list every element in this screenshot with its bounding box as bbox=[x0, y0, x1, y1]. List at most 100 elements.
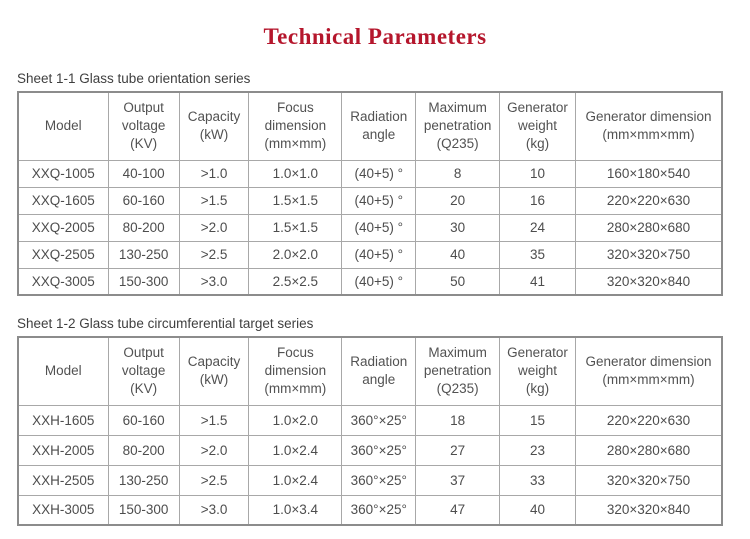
cell: 360°×25° bbox=[341, 494, 417, 526]
table-row: XXQ-2505 130-250 >2.5 2.0×2.0 (40+5) ° 40 35 32… bbox=[17, 240, 723, 269]
cell: (40+5) ° bbox=[341, 267, 417, 296]
table-row: XXH-2505 130-250 >2.5 1.0×2.4 360°×25° 37 33 32… bbox=[17, 464, 723, 496]
cell: 2.0×2.0 bbox=[248, 240, 343, 269]
cell: 1.5×1.5 bbox=[248, 213, 343, 242]
cell: >1.5 bbox=[178, 186, 250, 215]
column-header: Radiation angle bbox=[341, 91, 417, 161]
column-header: Generator weight (kg) bbox=[498, 336, 577, 406]
cell: (40+5) ° bbox=[341, 186, 417, 215]
cell: 37 bbox=[415, 464, 500, 496]
cell: (40+5) ° bbox=[341, 240, 417, 269]
cell: 280×280×680 bbox=[575, 434, 723, 466]
cell: 33 bbox=[498, 464, 577, 496]
cell: 2.5×2.5 bbox=[248, 267, 343, 296]
table-row: XXQ-1005 40-100 >1.0 1.0×1.0 (40+5) ° 8 10 160×… bbox=[17, 159, 723, 188]
cell: 220×220×630 bbox=[575, 186, 723, 215]
cell: 150-300 bbox=[107, 267, 180, 296]
column-header: Capacity (kW) bbox=[178, 91, 250, 161]
cell: 10 bbox=[498, 159, 577, 188]
cell: XXQ-1005 bbox=[17, 159, 109, 188]
cell: >1.0 bbox=[178, 159, 250, 188]
cell: 130-250 bbox=[107, 464, 180, 496]
table-row: XXH-1605 60-160 >1.5 1.0×2.0 360°×25° 18 15 220… bbox=[17, 404, 723, 436]
cell: 320×320×840 bbox=[575, 494, 723, 526]
table-row: XXH-2005 80-200 >2.0 1.0×2.4 360°×25° 27 23 280… bbox=[17, 434, 723, 466]
cell: 320×320×750 bbox=[575, 240, 723, 269]
cell: 320×320×750 bbox=[575, 464, 723, 496]
column-header: Model bbox=[17, 91, 109, 161]
cell: 1.0×2.0 bbox=[248, 404, 343, 436]
cell: 1.5×1.5 bbox=[248, 186, 343, 215]
cell: (40+5) ° bbox=[341, 159, 417, 188]
column-header: Output voltage (KV) bbox=[107, 91, 180, 161]
cell: >2.0 bbox=[178, 434, 250, 466]
cell: XXQ-1605 bbox=[17, 186, 109, 215]
cell: 360°×25° bbox=[341, 404, 417, 436]
page: Technical Parameters Sheet 1-1 Glass tub… bbox=[0, 24, 750, 539]
cell: XXQ-2505 bbox=[17, 240, 109, 269]
cell: 80-200 bbox=[107, 213, 180, 242]
cell: 360°×25° bbox=[341, 464, 417, 496]
cell: 40 bbox=[415, 240, 500, 269]
column-header: Generator dimension (mm×mm×mm) bbox=[575, 336, 723, 406]
cell: 15 bbox=[498, 404, 577, 436]
cell: 320×320×840 bbox=[575, 267, 723, 296]
table-row: XXQ-1605 60-160 >1.5 1.5×1.5 (40+5) ° 20 16 220… bbox=[17, 186, 723, 215]
table-row: XXQ-3005 150-300 >3.0 2.5×2.5 (40+5) ° 50 41 32… bbox=[17, 267, 723, 296]
cell: >2.0 bbox=[178, 213, 250, 242]
cell: 47 bbox=[415, 494, 500, 526]
column-header: Generator weight (kg) bbox=[498, 91, 577, 161]
cell: >2.5 bbox=[178, 240, 250, 269]
page-title: Technical Parameters bbox=[263, 24, 487, 49]
cell: 24 bbox=[498, 213, 577, 242]
cell: 40-100 bbox=[107, 159, 180, 188]
cell: 130-250 bbox=[107, 240, 180, 269]
column-header: Maximum penetration (Q235) bbox=[415, 91, 500, 161]
cell: 1.0×2.4 bbox=[248, 434, 343, 466]
cell: 50 bbox=[415, 267, 500, 296]
cell: 20 bbox=[415, 186, 500, 215]
cell: XXH-2005 bbox=[17, 434, 109, 466]
header-row: Model Output voltage (KV) Capacity (kW) Foc… bbox=[17, 91, 723, 161]
cell: 23 bbox=[498, 434, 577, 466]
orientation-series-section: Sheet 1-1 Glass tube orientation series … bbox=[17, 71, 733, 296]
circumferential-series-section: Sheet 1-2 Glass tube circumferential tar… bbox=[17, 316, 733, 526]
cell: 360°×25° bbox=[341, 434, 417, 466]
column-header: Radiation angle bbox=[341, 336, 417, 406]
cell: XXQ-2005 bbox=[17, 213, 109, 242]
cell: 27 bbox=[415, 434, 500, 466]
cell: 1.0×2.4 bbox=[248, 464, 343, 496]
cell: 41 bbox=[498, 267, 577, 296]
cell: >3.0 bbox=[178, 494, 250, 526]
cell: 160×180×540 bbox=[575, 159, 723, 188]
cell: >2.5 bbox=[178, 464, 250, 496]
cell: 16 bbox=[498, 186, 577, 215]
column-header: Focus dimension (mm×mm) bbox=[248, 91, 343, 161]
column-header: Maximum penetration (Q235) bbox=[415, 336, 500, 406]
cell: 1.0×1.0 bbox=[248, 159, 343, 188]
cell: 40 bbox=[498, 494, 577, 526]
cell: (40+5) ° bbox=[341, 213, 417, 242]
cell: >3.0 bbox=[178, 267, 250, 296]
table-row: XXQ-2005 80-200 >2.0 1.5×1.5 (40+5) ° 30 24 280… bbox=[17, 213, 723, 242]
cell: 35 bbox=[498, 240, 577, 269]
cell: XXH-1605 bbox=[17, 404, 109, 436]
cell: 80-200 bbox=[107, 434, 180, 466]
circumferential-series-table: Model Output voltage (KV) Capacity (kW) Foc… bbox=[17, 336, 723, 526]
cell: 60-160 bbox=[107, 404, 180, 436]
table-row: XXH-3005 150-300 >3.0 1.0×3.4 360°×25° 47 40 32… bbox=[17, 494, 723, 526]
table-caption-sheet-1-2: Sheet 1-2 Glass tube circumferential tar… bbox=[17, 316, 314, 331]
cell: XXQ-3005 bbox=[17, 267, 109, 296]
orientation-series-table: Model Output voltage (KV) Capacity (kW) Foc… bbox=[17, 91, 723, 296]
cell: 220×220×630 bbox=[575, 404, 723, 436]
cell: XXH-2505 bbox=[17, 464, 109, 496]
column-header: Generator dimension (mm×mm×mm) bbox=[575, 91, 723, 161]
cell: 30 bbox=[415, 213, 500, 242]
cell: 18 bbox=[415, 404, 500, 436]
column-header: Capacity (kW) bbox=[178, 336, 250, 406]
cell: >1.5 bbox=[178, 404, 250, 436]
table-caption-sheet-1-1: Sheet 1-1 Glass tube orientation series bbox=[17, 71, 251, 86]
header-row: Model Output voltage (KV) Capacity (kW) Foc… bbox=[17, 336, 723, 406]
cell: 1.0×3.4 bbox=[248, 494, 343, 526]
column-header: Output voltage (KV) bbox=[107, 336, 180, 406]
